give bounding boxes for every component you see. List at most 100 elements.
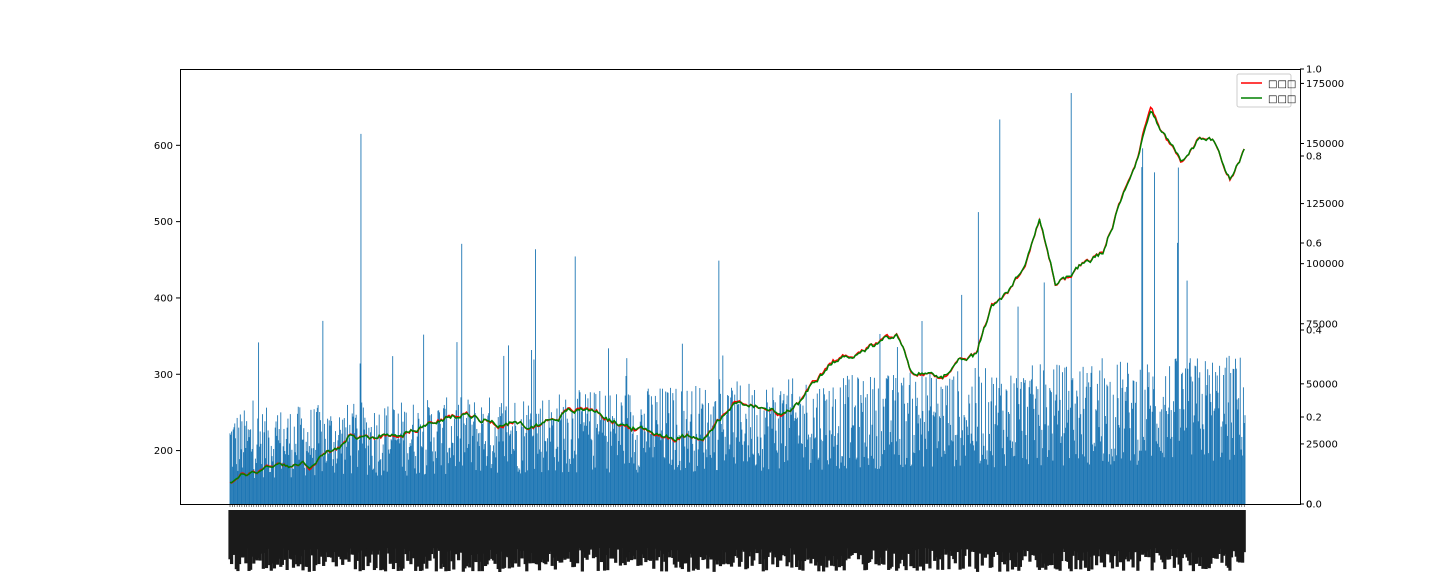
volume-bar — [942, 388, 944, 504]
volume-bar — [542, 400, 544, 504]
volume-bar — [1193, 415, 1195, 504]
volume-bar — [1214, 408, 1216, 504]
volume-bar — [288, 454, 290, 504]
volume-bar — [1164, 404, 1166, 504]
volume-bar — [485, 465, 487, 504]
volume-bar — [301, 439, 303, 504]
volume-bar — [400, 402, 402, 504]
volume-bar — [928, 410, 930, 504]
volume-bar — [426, 465, 428, 504]
volume-bar — [575, 454, 577, 504]
volume-bar — [856, 457, 858, 504]
volume-bar — [463, 423, 465, 504]
left-axis-tick-label: 500 — [154, 217, 173, 228]
volume-bar — [985, 368, 986, 504]
volume-bar — [723, 460, 725, 504]
volume-bar — [792, 378, 794, 504]
volume-bar — [592, 469, 594, 504]
volume-bar — [890, 420, 892, 504]
volume-bar — [863, 456, 865, 504]
volume-bar — [962, 445, 964, 504]
volume-bar — [719, 393, 721, 504]
volume-bar — [719, 379, 721, 504]
volume-bar — [297, 413, 298, 504]
volume-bar — [927, 395, 929, 504]
right-axis-twin-tick-label: 1.0 — [1306, 65, 1322, 76]
volume-bar — [659, 388, 661, 504]
volume-bar — [284, 450, 286, 504]
volume-bar — [1108, 461, 1109, 504]
volume-bar — [499, 407, 501, 504]
volume-bar — [835, 399, 836, 504]
volume-bar — [1053, 369, 1055, 504]
volume-bar — [1181, 374, 1182, 504]
volume-bar — [1185, 427, 1187, 504]
volume-bar — [250, 429, 252, 504]
volume-bar — [1074, 403, 1076, 504]
volume-bar — [915, 381, 917, 504]
volume-bar — [1146, 364, 1148, 504]
volume-bar — [390, 439, 392, 504]
volume-bar — [700, 434, 702, 504]
volume-bar — [404, 470, 406, 504]
volume-bar — [785, 446, 786, 504]
volume-bar — [984, 458, 986, 504]
volume-bar — [602, 417, 604, 504]
volume-bar — [1044, 424, 1046, 504]
volume-bar — [804, 413, 806, 504]
volume-bar — [761, 470, 763, 504]
volume-bar — [1050, 392, 1052, 504]
volume-bar — [953, 376, 955, 504]
volume-bar — [647, 388, 649, 504]
volume-bar — [242, 467, 244, 504]
volume-bar — [1196, 358, 1198, 504]
volume-bar — [553, 419, 555, 504]
volume-bar — [799, 396, 801, 504]
volume-bar — [1089, 464, 1090, 504]
volume-bar — [569, 458, 571, 504]
volume-bar — [1151, 411, 1153, 504]
volume-bar — [1015, 442, 1017, 504]
volume-bar — [1022, 458, 1024, 504]
volume-bar — [837, 433, 839, 504]
volume-bar — [1199, 372, 1201, 504]
volume-bar — [1087, 462, 1089, 504]
volume-bar — [270, 445, 272, 504]
volume-bar — [926, 449, 928, 504]
volume-bar — [1029, 380, 1031, 504]
volume-bar — [695, 386, 697, 504]
volume-bar — [360, 133, 362, 504]
volume-bar — [746, 461, 748, 504]
volume-bar — [768, 469, 770, 504]
volume-bar — [1127, 362, 1128, 504]
volume-bar — [1240, 449, 1242, 504]
volume-bar — [1144, 389, 1146, 504]
volume-bar — [595, 394, 597, 504]
volume-bar — [235, 438, 237, 504]
volume-bar — [389, 453, 390, 504]
volume-bar — [523, 436, 525, 504]
volume-bar — [650, 434, 652, 504]
volume-bar — [1200, 428, 1202, 504]
volume-bar — [633, 463, 635, 504]
volume-bar — [785, 404, 787, 504]
volume-bar — [1173, 401, 1175, 504]
volume-bar — [490, 468, 492, 504]
left-axis-tick-label: 400 — [154, 293, 173, 304]
volume-bar — [525, 432, 527, 504]
volume-bar — [1072, 378, 1074, 504]
volume-bar — [725, 454, 727, 504]
volume-bar — [642, 425, 644, 504]
volume-bar — [358, 450, 360, 504]
volume-bar — [902, 467, 904, 504]
volume-bar — [411, 439, 413, 504]
volume-bar — [767, 426, 769, 504]
volume-bar — [464, 452, 466, 504]
volume-bar — [696, 465, 698, 504]
volume-bar — [614, 422, 616, 504]
volume-bar — [965, 455, 967, 504]
volume-bar — [865, 397, 867, 504]
volume-bar — [801, 443, 803, 504]
volume-bar — [501, 413, 503, 504]
volume-bar — [561, 411, 563, 504]
